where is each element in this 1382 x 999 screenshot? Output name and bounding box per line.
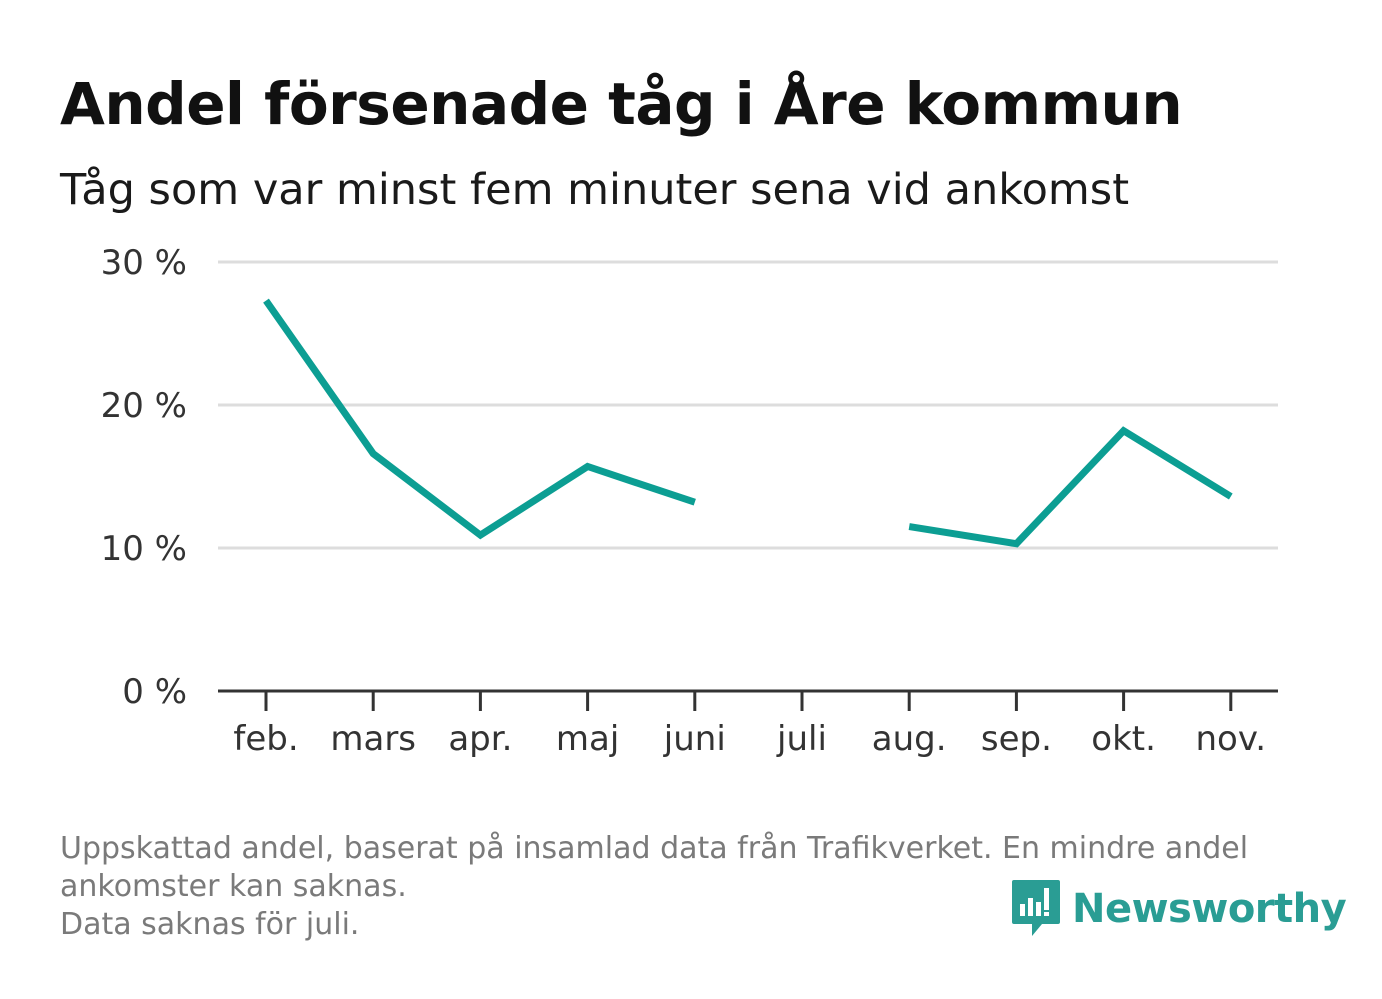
chart-title: Andel försenade tåg i Åre kommun: [60, 70, 1183, 138]
x-tick-label: sep.: [981, 719, 1052, 759]
x-tick-label: okt.: [1091, 719, 1156, 759]
x-tick-label: maj: [556, 719, 619, 759]
newsworthy-logo-icon: [1012, 880, 1060, 936]
y-axis-ticks: 0 % 10 % 20 % 30 %: [101, 243, 187, 712]
x-tick-label: feb.: [233, 719, 298, 759]
x-tick-label: apr.: [448, 719, 512, 759]
x-tick-label: mars: [330, 719, 416, 759]
brand-logo: Newsworthy: [1010, 878, 1347, 940]
line-chart: 0 % 10 % 20 % 30 % feb. mars apr. maj juni juli a…: [101, 243, 1278, 759]
grid-lines: [218, 260, 1278, 550]
missing-data-note: Data saknas för juli.: [60, 907, 360, 942]
y-tick-label: 0 %: [122, 672, 187, 712]
x-tick-label: juli: [776, 719, 827, 759]
x-tick-label: aug.: [872, 719, 947, 759]
y-tick-label: 10 %: [101, 529, 187, 569]
source-note: Uppskattad andel, baserat på insamlad da…: [60, 831, 1249, 904]
x-axis-ticks: feb. mars apr. maj juni juli aug. sep. okt. nov.: [233, 691, 1266, 759]
x-tick-label: juni: [663, 719, 726, 759]
y-tick-label: 30 %: [101, 243, 187, 283]
brand-name: Newsworthy: [1072, 886, 1347, 932]
chart-subtitle: Tåg som var minst fem minuter sena vid a…: [60, 165, 1130, 215]
x-tick-label: nov.: [1195, 719, 1266, 759]
series-line-segment: [263, 298, 696, 540]
series-lines: [263, 298, 1233, 548]
y-tick-label: 20 %: [101, 386, 187, 426]
footer-note: Uppskattad andel, baserat på insamlad da…: [60, 830, 1320, 944]
series-line-segment: [908, 426, 1233, 548]
